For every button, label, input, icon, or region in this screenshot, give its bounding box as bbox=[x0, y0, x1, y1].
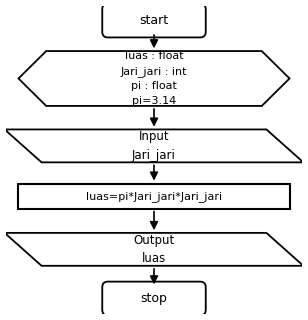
Text: Output
luas: Output luas bbox=[133, 234, 175, 265]
Polygon shape bbox=[5, 129, 303, 162]
FancyBboxPatch shape bbox=[102, 4, 206, 37]
Bar bbox=[18, 183, 290, 209]
Text: luas=pi*Jari_jari*Jari_jari: luas=pi*Jari_jari*Jari_jari bbox=[86, 191, 222, 202]
Polygon shape bbox=[5, 233, 303, 266]
Text: start: start bbox=[140, 14, 168, 27]
FancyBboxPatch shape bbox=[102, 282, 206, 316]
Text: Input
Jari_jari: Input Jari_jari bbox=[132, 130, 176, 162]
Polygon shape bbox=[18, 51, 290, 106]
Text: stop: stop bbox=[140, 292, 168, 305]
Text: luas : float
Jari_jari : int
pi : float
pi=3.14: luas : float Jari_jari : int pi : float … bbox=[121, 52, 187, 106]
